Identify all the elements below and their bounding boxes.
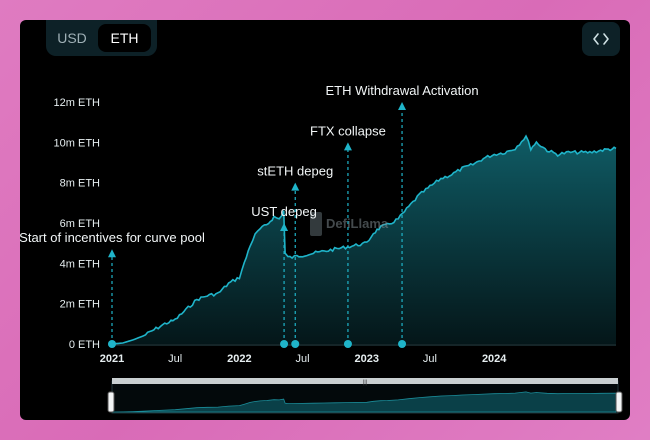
annotation-marker[interactable] — [291, 340, 300, 348]
x-tick-label: Jul — [296, 353, 310, 365]
y-tick-label: 8m ETH — [60, 178, 100, 190]
x-tick-label: Jul — [423, 353, 437, 365]
y-tick-label: 12m ETH — [54, 97, 101, 109]
brush-bar[interactable] — [112, 378, 618, 384]
y-tick-label: 2m ETH — [60, 299, 100, 311]
usd-toggle-button[interactable]: USD — [57, 30, 87, 46]
x-tick-label: 2024 — [482, 353, 507, 365]
area-fill — [112, 136, 616, 344]
annotation-arrow-icon — [398, 102, 407, 110]
code-brackets-icon — [593, 33, 609, 45]
x-tick-label: 2023 — [355, 353, 379, 365]
annotation-marker[interactable] — [398, 340, 407, 348]
annotations: Start of incentives for curve pool UST de… — [20, 83, 479, 348]
y-axis: 0 ETH 2m ETH 4m ETH 6m ETH 8m ETH 10m ETH 12m … — [54, 97, 101, 351]
y-tick-label: 0 ETH — [69, 339, 100, 351]
annotation-marker[interactable] — [343, 340, 352, 348]
y-tick-label: 4m ETH — [60, 258, 100, 270]
annotation-label: Start of incentives for curve pool — [20, 230, 205, 245]
x-axis: 2021 Jul 2022 Jul 2023 Jul 2024 — [100, 344, 616, 365]
watermark-text: DefiLlama — [326, 216, 389, 231]
annotation-arrow-icon — [108, 249, 116, 258]
currency-toggle: USD ETH — [46, 20, 157, 56]
range-brush[interactable]: ||| — [107, 378, 623, 414]
watermark: DefiLlama — [310, 212, 389, 236]
annotation-label: FTX collapse — [310, 123, 386, 138]
embed-button[interactable] — [582, 22, 620, 56]
annotation-label: ETH Withdrawal Activation — [325, 83, 478, 98]
y-tick-label: 10m ETH — [54, 137, 101, 149]
brush-handle-right[interactable] — [615, 391, 623, 413]
y-tick-label: 6m ETH — [60, 218, 100, 230]
annotation-marker[interactable] — [280, 340, 289, 348]
annotation-arrow-icon — [291, 182, 300, 191]
x-tick-label: 2022 — [227, 353, 251, 365]
annotation-label: UST depeg — [251, 204, 317, 219]
brush-preview — [111, 391, 617, 413]
annotation-label: stETH depeg — [257, 164, 333, 179]
series-line — [111, 134, 617, 345]
line-chart: 0 ETH 2m ETH 4m ETH 6m ETH 8m ETH 10m ETH 12m … — [20, 83, 623, 414]
brush-handle-left[interactable] — [107, 391, 115, 413]
annotation-arrow-icon — [280, 223, 289, 231]
chart-card: USD ETH 0 ETH 2m ETH 4m ETH 6m ETH 8m ETH 10m… — [20, 20, 630, 420]
brush-grip-icon[interactable]: ||| — [363, 380, 368, 386]
annotation-marker[interactable] — [108, 340, 116, 348]
annotation-arrow-icon — [343, 142, 352, 151]
x-tick-label: 2021 — [100, 353, 124, 365]
llama-logo-icon — [310, 212, 322, 236]
x-tick-label: Jul — [168, 353, 182, 365]
eth-toggle-button[interactable]: ETH — [98, 24, 151, 52]
